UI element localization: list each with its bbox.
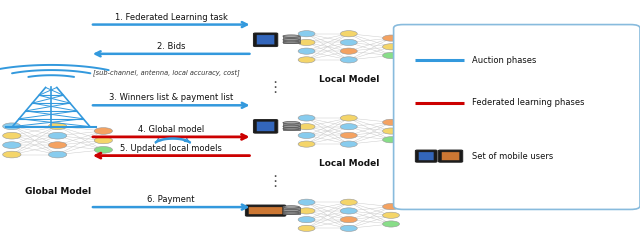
Circle shape	[94, 137, 113, 144]
Text: ⋮: ⋮	[268, 80, 283, 95]
FancyBboxPatch shape	[245, 205, 286, 216]
Circle shape	[49, 142, 67, 148]
Circle shape	[383, 137, 399, 143]
Circle shape	[298, 141, 315, 147]
Ellipse shape	[283, 35, 300, 37]
FancyArrowPatch shape	[93, 103, 247, 108]
Circle shape	[383, 119, 399, 125]
Circle shape	[298, 132, 315, 139]
Text: Local Model: Local Model	[319, 159, 379, 168]
Text: 2. Bids: 2. Bids	[157, 42, 186, 51]
Circle shape	[94, 146, 113, 153]
Text: [sub-channel, antenna, local accuracy, cost]: [sub-channel, antenna, local accuracy, c…	[93, 69, 239, 76]
Circle shape	[340, 216, 357, 223]
Circle shape	[340, 48, 357, 54]
Circle shape	[298, 225, 315, 231]
Ellipse shape	[283, 125, 300, 128]
Circle shape	[49, 123, 67, 130]
FancyBboxPatch shape	[394, 25, 640, 209]
Circle shape	[383, 212, 399, 218]
Ellipse shape	[283, 39, 300, 41]
Circle shape	[383, 221, 399, 227]
Circle shape	[298, 57, 315, 63]
Circle shape	[298, 48, 315, 54]
Ellipse shape	[283, 41, 300, 43]
Text: 6. Payment: 6. Payment	[147, 195, 195, 204]
Circle shape	[340, 115, 357, 121]
FancyBboxPatch shape	[253, 33, 278, 47]
Circle shape	[3, 151, 21, 158]
Text: Federated learning phases: Federated learning phases	[472, 98, 584, 107]
Bar	[283, 123, 300, 130]
FancyBboxPatch shape	[257, 35, 275, 45]
Text: Set of mobile users: Set of mobile users	[472, 152, 553, 161]
Ellipse shape	[283, 121, 300, 124]
Text: Local Model: Local Model	[319, 75, 379, 84]
Circle shape	[3, 132, 21, 139]
Circle shape	[340, 208, 357, 214]
Circle shape	[383, 52, 399, 58]
Circle shape	[298, 115, 315, 121]
FancyBboxPatch shape	[442, 152, 460, 160]
Circle shape	[94, 128, 113, 134]
FancyArrowPatch shape	[93, 134, 246, 139]
FancyBboxPatch shape	[415, 150, 437, 162]
Circle shape	[383, 35, 399, 41]
Ellipse shape	[283, 128, 300, 130]
Circle shape	[298, 199, 315, 205]
Text: 5. Updated local models: 5. Updated local models	[120, 144, 222, 153]
Text: Global Model: Global Model	[24, 187, 91, 196]
Circle shape	[340, 39, 357, 46]
Circle shape	[3, 123, 21, 130]
Text: 1. Federated Learning task: 1. Federated Learning task	[115, 13, 228, 22]
Text: ⋮: ⋮	[268, 174, 283, 189]
Circle shape	[298, 208, 315, 214]
FancyArrowPatch shape	[93, 22, 247, 27]
Ellipse shape	[283, 206, 300, 208]
Text: 4. Global model: 4. Global model	[138, 125, 204, 134]
FancyBboxPatch shape	[419, 152, 434, 160]
Text: Auction phases: Auction phases	[472, 56, 536, 65]
Text: 3. Winners list & payment list: 3. Winners list & payment list	[109, 94, 234, 102]
Circle shape	[340, 225, 357, 231]
Circle shape	[298, 124, 315, 130]
Ellipse shape	[283, 209, 300, 212]
Circle shape	[340, 124, 357, 130]
Circle shape	[298, 216, 315, 223]
Circle shape	[49, 132, 67, 139]
Circle shape	[340, 57, 357, 63]
Circle shape	[383, 44, 399, 50]
Circle shape	[3, 142, 21, 148]
Circle shape	[298, 39, 315, 46]
Circle shape	[298, 31, 315, 37]
Circle shape	[383, 128, 399, 134]
Circle shape	[383, 204, 399, 210]
FancyArrowPatch shape	[95, 51, 250, 56]
FancyBboxPatch shape	[438, 150, 463, 162]
FancyBboxPatch shape	[253, 120, 278, 133]
Bar	[283, 207, 300, 214]
FancyArrowPatch shape	[93, 205, 247, 210]
Circle shape	[340, 31, 357, 37]
Circle shape	[340, 141, 357, 147]
FancyBboxPatch shape	[248, 207, 283, 214]
Circle shape	[340, 132, 357, 139]
Ellipse shape	[283, 212, 300, 214]
FancyBboxPatch shape	[257, 121, 275, 131]
Circle shape	[49, 151, 67, 158]
FancyArrowPatch shape	[96, 153, 250, 158]
Bar	[283, 36, 300, 44]
Circle shape	[340, 199, 357, 205]
